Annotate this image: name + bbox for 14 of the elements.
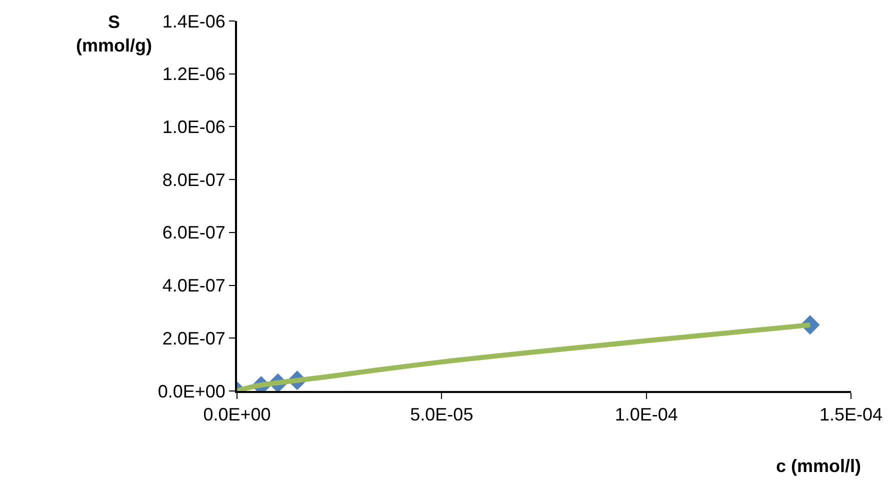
x-tick-label: 0.0E+00: [203, 404, 271, 425]
y-tick-label: 1.4E-06: [162, 11, 226, 32]
x-tick-label: 5.0E-05: [410, 404, 474, 425]
y-tick-label: 1.0E-06: [162, 117, 226, 138]
x-axis-title: c (mmol/l): [776, 456, 862, 476]
y-tick-label: 0.0E+00: [158, 381, 226, 402]
x-tick-label: 1.0E-04: [614, 404, 678, 425]
y-axis-title: S (mmol/g): [76, 12, 152, 56]
y-tick-label: 1.2E-06: [162, 64, 226, 84]
y-tick-label: 8.0E-07: [162, 170, 226, 190]
y-tick-label: 2.0E-07: [162, 328, 226, 348]
y-tick-label: 4.0E-07: [162, 276, 226, 296]
x-tick-label: 1.5E-04: [819, 404, 883, 425]
y-tick-label: 6.0E-07: [162, 222, 226, 243]
